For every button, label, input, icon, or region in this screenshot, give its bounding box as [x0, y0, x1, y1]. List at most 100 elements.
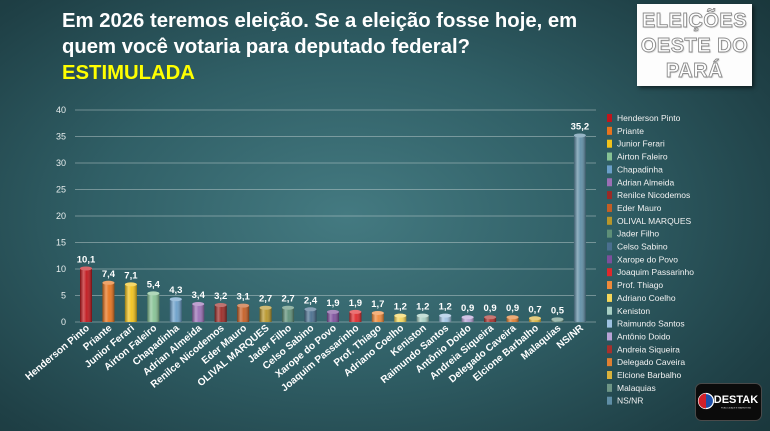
- legend-label-priante: Priante: [617, 126, 644, 136]
- bar-cap-elcione-barbalho: [529, 316, 541, 321]
- legend-swatch-celso-sabino: [607, 242, 612, 251]
- legend-swatch-henderson-pinto: [607, 114, 612, 122]
- bar-shading-ns-nr: [573, 135, 586, 322]
- legend-label-airton-faleiro: Airton Faleiro: [617, 152, 668, 162]
- bar-shading-junior-ferari: [124, 284, 137, 322]
- bar-henderson-pinto: [80, 266, 92, 322]
- bar-cap-highlight-raimundo-santos: [439, 313, 452, 318]
- legend-label-prof-thiago: Prof. Thiago: [617, 280, 663, 290]
- value-label-chapadinha: 4,3: [169, 285, 182, 296]
- legend-swatch-renilce-nicodemos: [607, 191, 612, 200]
- bar-shading-olival-marques: [259, 307, 272, 322]
- bar-chapadinha: [169, 297, 182, 322]
- bar-cap-delegado-caveira: [506, 315, 519, 320]
- emblem-red-half: [698, 393, 706, 409]
- bar-cap-xarope-do-povo: [326, 309, 339, 314]
- bar-cap-highlight-airton-faleiro: [147, 291, 160, 296]
- bar-cap-priante: [102, 280, 115, 285]
- value-label-eder-mauro: 3,1: [237, 292, 251, 303]
- legend-label-keniston: Keniston: [617, 306, 650, 316]
- legend-item-junior-ferari: Junior Ferari: [607, 139, 665, 149]
- legend-swatch-andreia-siqueira: [607, 345, 612, 354]
- bar-cap-highlight-olival-marques: [259, 305, 272, 310]
- bar-cap-antonio-doido: [461, 315, 474, 320]
- bar-shading-andreia-siqueira: [484, 317, 497, 322]
- bar-cap-ns-nr: [573, 133, 586, 138]
- legend-item-malaquias: Malaquias: [607, 383, 656, 393]
- legend-label-junior-ferari: Junior Ferari: [617, 139, 665, 149]
- bar-delegado-caveira: [506, 315, 519, 322]
- y-tick-label-40: 40: [56, 105, 66, 115]
- y-tick-label-15: 15: [56, 238, 66, 248]
- bar-cap-renilce-nicodemos: [214, 303, 227, 308]
- bar-shading-priante: [102, 282, 115, 322]
- title-line-1: Em 2026 teremos eleição. Se a eleição fo…: [62, 10, 578, 32]
- legend-swatch-keniston: [607, 306, 612, 315]
- bar-cap-prof-thiago: [371, 310, 384, 315]
- y-tick-label-5: 5: [61, 291, 66, 301]
- bar-cap-highlight-jader-filho: [282, 305, 295, 310]
- legend-swatch-adriano-coelho: [607, 293, 612, 302]
- bar-shading-joaquim-passarinho: [349, 311, 362, 322]
- bar-adriano-coelho: [394, 313, 407, 322]
- eleicoes-oeste-do-para-logo: ELEIÇÕES OESTE DO PARÁ: [637, 4, 752, 86]
- legend-swatch-antonio-doido: [607, 332, 612, 341]
- title-line-2: quem você votaria para deputado federal?: [62, 36, 470, 58]
- logo-line-3: PARÁ: [665, 60, 724, 83]
- legend-item-priante: Priante: [607, 126, 644, 136]
- bar-cap-highlight-eder-mauro: [237, 303, 250, 308]
- bar-priante: [102, 280, 115, 322]
- bar-andreia-siqueira: [484, 315, 497, 322]
- legend-label-andreia-siqueira: Andreia Siqueira: [617, 344, 680, 354]
- bar-xarope-do-povo: [326, 309, 339, 322]
- value-label-ns-nr: 35,2: [571, 121, 590, 132]
- legend-swatch-xarope-do-povo: [607, 255, 612, 264]
- bar-cap-highlight-renilce-nicodemos: [214, 303, 227, 308]
- bar-shading-keniston: [416, 315, 429, 322]
- y-tick-label-0: 0: [61, 317, 66, 327]
- value-label-xarope-do-povo: 1,9: [326, 298, 339, 309]
- value-label-olival-marques: 2,7: [259, 294, 272, 305]
- bar-antonio-doido: [461, 315, 474, 322]
- bar-olival-marques: [259, 305, 272, 322]
- legend-swatch-jader-filho: [607, 229, 612, 238]
- bar-cap-eder-mauro: [237, 303, 250, 308]
- value-label-celso-sabino: 2,4: [304, 295, 318, 306]
- bar-cap-adriano-coelho: [394, 313, 407, 318]
- bar-cap-raimundo-santos: [439, 313, 452, 318]
- legend-swatch-prof-thiago: [607, 281, 612, 290]
- legend-item-henderson-pinto: Henderson Pinto: [607, 113, 681, 123]
- value-label-keniston: 1,2: [416, 302, 429, 313]
- legend-swatch-priante: [607, 126, 612, 135]
- legend-swatch-delegado-caveira: [607, 358, 612, 367]
- legend-item-xarope-do-povo: Xarope do Povo: [607, 254, 678, 264]
- bar-junior-ferari: [124, 282, 137, 322]
- bar-shading-eder-mauro: [237, 305, 250, 322]
- bar-keniston: [416, 313, 429, 322]
- bar-adrian-almeida: [192, 301, 205, 322]
- legend-label-eder-mauro: Eder Mauro: [617, 203, 662, 213]
- bar-cap-highlight-malaquias: [551, 317, 564, 322]
- legend-item-jader-filho: Jader Filho: [607, 229, 659, 239]
- bar-malaquias: [551, 317, 564, 322]
- legend-label-delegado-caveira: Delegado Caveira: [617, 357, 685, 367]
- value-label-henderson-pinto: 10,1: [77, 254, 96, 265]
- bar-cap-highlight-xarope-do-povo: [326, 309, 339, 314]
- bar-shading-adriano-coelho: [394, 315, 407, 322]
- bar-cap-chapadinha: [169, 297, 182, 302]
- legend-label-renilce-nicodemos: Renilce Nicodemos: [617, 190, 690, 200]
- logo-line-2: OESTE DO: [640, 35, 749, 58]
- legend-swatch-ns-nr: [607, 396, 612, 405]
- bar-cap-highlight-delegado-caveira: [506, 315, 519, 320]
- bar-cap-airton-faleiro: [147, 291, 160, 296]
- value-labels: 10,1 7,4 7,1 5,4 4,3 3,4 3,2 3,1 2,7 2,7 2,4 1,9 1,9…: [77, 121, 589, 316]
- legend-item-keniston: Keniston: [607, 306, 650, 316]
- legend-label-raimundo-santos: Raimundo Santos: [617, 319, 685, 329]
- legend-swatch-airton-faleiro: [607, 152, 612, 161]
- legend-item-olival-marques: OLIVAL MARQUES: [607, 216, 691, 226]
- legend-label-celso-sabino: Celso Sabino: [617, 242, 668, 252]
- legend-item-eder-mauro: Eder Mauro: [607, 203, 662, 213]
- legend-item-adrian-almeida: Adrian Almeida: [607, 177, 674, 187]
- x-label-henderson-pinto: Henderson Pinto: [24, 323, 92, 383]
